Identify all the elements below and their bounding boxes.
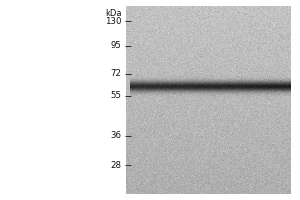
Text: 95: 95	[111, 42, 122, 50]
Text: 28: 28	[110, 160, 122, 170]
Text: kDa: kDa	[105, 9, 122, 18]
Text: 55: 55	[110, 92, 122, 100]
Text: 36: 36	[110, 132, 122, 140]
Text: 130: 130	[105, 17, 122, 25]
Text: 72: 72	[110, 70, 122, 78]
